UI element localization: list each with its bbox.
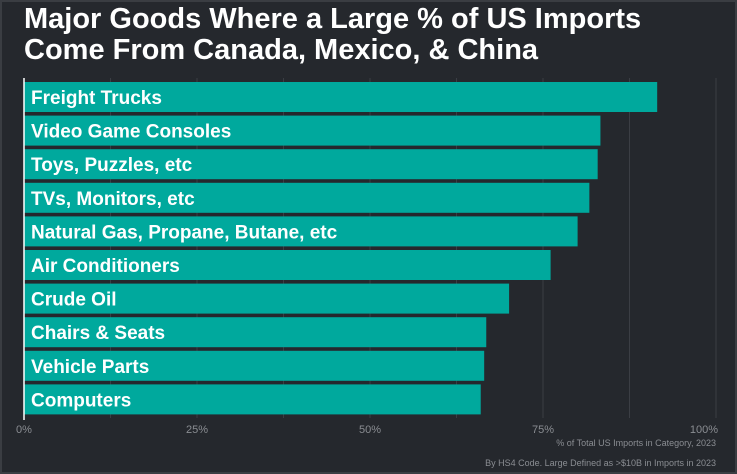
bar-label: Toys, Puzzles, etc [31, 155, 193, 176]
bar-natural-gas-propane-butane-etc[interactable] [24, 216, 578, 247]
bar-label: Chairs & Seats [31, 323, 165, 344]
x-axis-label: % of Total US Imports in Category, 2023 [556, 438, 716, 448]
chart-title: Major Goods Where a Large % of US Import… [24, 4, 641, 66]
bar-chairs-seats[interactable] [24, 317, 487, 348]
bar-label: Vehicle Parts [31, 357, 149, 378]
x-axis-ticks: 0% 25% 50% 75% 100% [16, 424, 718, 436]
bar-label: Air Conditioners [31, 256, 180, 277]
bar-video-game-consoles[interactable] [24, 115, 601, 146]
x-tick-label: 75% [532, 424, 554, 436]
bar-air-conditioners[interactable] [24, 250, 551, 280]
bar-computers[interactable] [24, 384, 481, 415]
x-tick-label: 100% [690, 424, 718, 436]
bars: Freight Trucks Video Game Consoles Toys, P… [24, 82, 658, 415]
bar-label: Video Game Consoles [31, 122, 231, 143]
bar-label: TVs, Monitors, etc [31, 189, 195, 210]
bar-tvs-monitors-etc[interactable] [24, 182, 590, 213]
x-tick-label: 50% [359, 424, 381, 436]
x-tick-label: 0% [16, 424, 32, 436]
chart-title-line-2: Come From Canada, Mexico, & China [24, 34, 539, 66]
bar-label: Computers [31, 390, 131, 411]
chart-caption: By HS4 Code. Large Defined as >$10B in I… [485, 458, 716, 468]
bar-toys-puzzles-etc[interactable] [24, 149, 598, 180]
bar-crude-oil[interactable] [24, 283, 510, 314]
bar-label: Natural Gas, Propane, Butane, etc [31, 222, 338, 243]
bar-label: Crude Oil [31, 290, 117, 311]
bar-vehicle-parts[interactable] [24, 350, 485, 381]
bar-label: Freight Trucks [31, 88, 162, 109]
chart-title-line-1: Major Goods Where a Large % of US Import… [24, 3, 642, 35]
bar-freight-trucks[interactable] [24, 82, 658, 112]
x-tick-label: 25% [186, 424, 208, 436]
